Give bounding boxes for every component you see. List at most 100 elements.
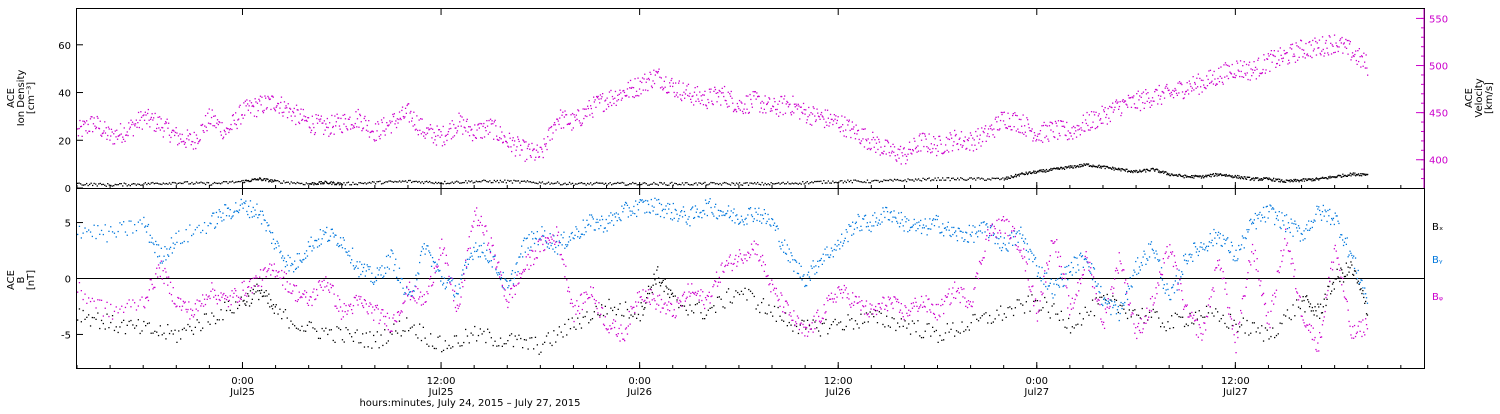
data-point <box>687 314 688 315</box>
data-point <box>292 111 293 112</box>
data-point <box>1360 288 1361 289</box>
data-point <box>266 295 267 296</box>
data-point <box>158 244 159 245</box>
data-point <box>169 333 170 334</box>
data-point <box>1113 168 1114 169</box>
data-point <box>1280 181 1281 182</box>
data-point <box>706 203 707 204</box>
data-point <box>579 323 580 324</box>
data-point <box>1041 169 1042 170</box>
data-point <box>1114 109 1115 110</box>
data-point <box>480 181 481 182</box>
data-point <box>1135 171 1136 172</box>
data-point <box>537 152 538 153</box>
data-point <box>270 299 271 300</box>
data-point <box>1168 90 1169 91</box>
data-point <box>134 125 135 126</box>
data-point <box>756 92 757 93</box>
data-point <box>796 262 797 263</box>
data-point <box>521 181 522 182</box>
data-point <box>191 235 192 236</box>
data-point <box>1250 333 1251 334</box>
data-point <box>1345 39 1346 40</box>
data-point <box>1095 112 1096 113</box>
data-point <box>231 129 232 130</box>
data-point <box>106 241 107 242</box>
data-point <box>124 183 125 184</box>
data-point <box>1280 227 1281 228</box>
data-point <box>371 273 372 274</box>
data-point <box>630 215 631 216</box>
data-point <box>282 255 283 256</box>
data-point <box>818 330 819 331</box>
data-point <box>364 264 365 265</box>
data-point <box>791 255 792 256</box>
data-point <box>722 92 723 93</box>
data-point <box>901 181 902 182</box>
data-point <box>676 210 677 211</box>
data-point <box>494 180 495 181</box>
data-point <box>451 138 452 139</box>
data-point <box>959 228 960 229</box>
data-point <box>118 231 119 232</box>
data-point <box>408 330 409 331</box>
data-point <box>978 230 979 231</box>
data-point <box>1323 55 1324 56</box>
data-point <box>85 130 86 131</box>
data-point <box>1349 43 1350 44</box>
data-point <box>1037 276 1038 277</box>
data-point <box>1029 171 1030 172</box>
data-point <box>160 184 161 185</box>
data-point <box>393 116 394 117</box>
data-point <box>467 335 468 336</box>
data-point <box>692 184 693 185</box>
data-point <box>792 96 793 97</box>
data-point <box>563 127 564 128</box>
data-point <box>1031 294 1032 295</box>
data-point <box>695 182 696 183</box>
data-point <box>820 335 821 336</box>
data-point <box>775 109 776 110</box>
data-point <box>286 107 287 108</box>
data-point <box>581 124 582 125</box>
data-point <box>999 128 1000 129</box>
data-point <box>267 303 268 304</box>
data-point <box>823 119 824 120</box>
data-point <box>1259 178 1260 179</box>
data-point <box>1323 306 1324 307</box>
data-point <box>692 95 693 96</box>
data-point <box>1132 275 1133 276</box>
data-point <box>338 117 339 118</box>
data-point <box>283 260 284 261</box>
data-point <box>1353 275 1354 276</box>
data-point <box>418 134 419 135</box>
data-point <box>636 91 637 92</box>
data-point <box>1050 129 1051 130</box>
data-point <box>868 321 869 322</box>
data-point <box>1195 84 1196 85</box>
data-point <box>500 338 501 339</box>
data-point <box>830 114 831 115</box>
data-point <box>350 262 351 263</box>
data-point <box>688 184 689 185</box>
data-point <box>355 267 356 268</box>
data-point <box>1310 56 1311 57</box>
data-point <box>1162 279 1163 280</box>
data-point <box>1184 260 1185 261</box>
data-point <box>813 182 814 183</box>
data-point <box>994 137 995 138</box>
data-point <box>92 185 93 186</box>
data-point <box>682 182 683 183</box>
data-point <box>396 277 397 278</box>
data-point <box>233 312 234 313</box>
data-point <box>1174 292 1175 293</box>
data-point <box>542 344 543 345</box>
data-point <box>516 150 517 151</box>
data-point <box>1292 236 1293 237</box>
data-point <box>1310 303 1311 304</box>
data-point <box>813 319 814 320</box>
data-point <box>230 310 231 311</box>
data-point <box>1270 205 1271 206</box>
data-point <box>783 252 784 253</box>
data-point <box>486 120 487 121</box>
